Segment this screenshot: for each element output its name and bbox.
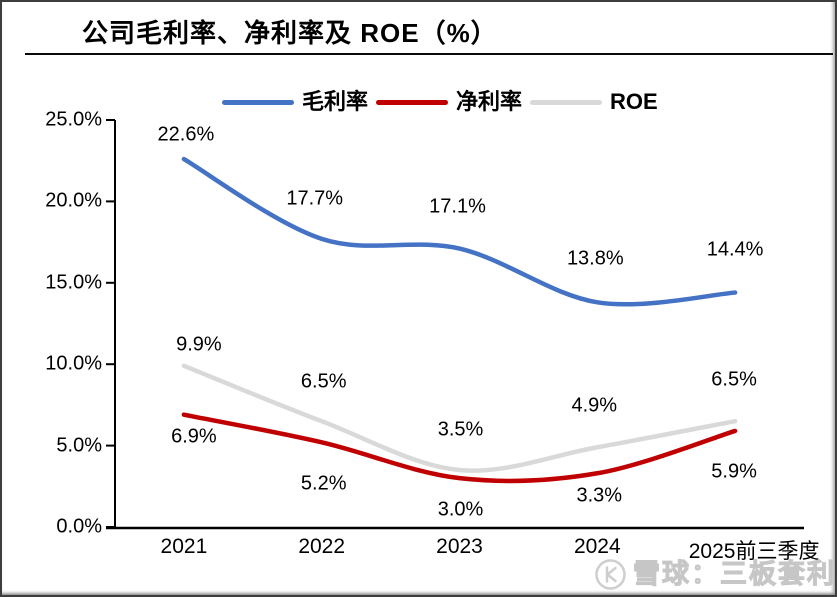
- x-axis-tick-label: 2025前三季度: [688, 540, 820, 563]
- legend-swatch-net-margin: [376, 99, 449, 105]
- data-label-ROE-2024: 4.9%: [571, 394, 618, 417]
- legend-label-roe: ROE: [610, 89, 658, 114]
- data-label-净利率-2025前三季度: 5.9%: [711, 460, 757, 483]
- legend-swatch-roe: [530, 99, 603, 105]
- xueqiu-logo-icon: [595, 559, 626, 590]
- data-label-净利率-2022: 5.2%: [300, 472, 347, 495]
- data-label-毛利率-2022: 17.7%: [286, 187, 344, 210]
- y-axis-tick-label: 25.0%: [45, 108, 102, 131]
- y-axis-tick-label: 5.0%: [56, 434, 102, 457]
- legend-label-net-margin: 净利率: [456, 89, 523, 114]
- data-label-毛利率-2023: 17.1%: [429, 195, 486, 218]
- title-underline: [25, 53, 833, 55]
- x-axis-tick-label: 2023: [436, 535, 483, 558]
- data-label-ROE-2025前三季度: 6.5%: [711, 368, 757, 391]
- data-label-ROE-2021: 9.9%: [176, 333, 222, 356]
- y-axis-tick-label: 15.0%: [45, 271, 102, 294]
- y-axis-tick-label: 0.0%: [56, 515, 102, 538]
- watermark: 雪球：三板套利: [594, 558, 836, 591]
- y-axis-tick-label: 20.0%: [45, 189, 102, 212]
- chart-legend: 毛利率 净利率 ROE: [222, 91, 658, 113]
- data-label-毛利率-2021: 22.6%: [157, 123, 215, 146]
- legend-label-gross-margin: 毛利率: [302, 89, 369, 114]
- watermark-text: 雪球：三板套利: [633, 559, 836, 589]
- x-axis-tick-label: 2021: [160, 535, 208, 558]
- data-label-ROE-2023: 3.5%: [437, 418, 484, 441]
- x-axis-tick-label: 2022: [298, 535, 346, 558]
- data-label-毛利率-2024: 13.8%: [566, 247, 624, 270]
- x-axis-tick-label: 2024: [573, 535, 621, 558]
- data-label-净利率-2021: 6.9%: [171, 425, 217, 448]
- legend-swatch-gross-margin: [222, 99, 294, 105]
- data-label-毛利率-2025前三季度: 14.4%: [706, 238, 764, 261]
- data-label-净利率-2024: 3.3%: [576, 484, 623, 507]
- data-label-净利率-2023: 3.0%: [437, 498, 484, 521]
- y-axis-tick-label: 10.0%: [45, 352, 102, 375]
- chart-title: 公司毛利率、净利率及 ROE（%）: [82, 18, 498, 48]
- data-label-ROE-2022: 6.5%: [300, 370, 347, 393]
